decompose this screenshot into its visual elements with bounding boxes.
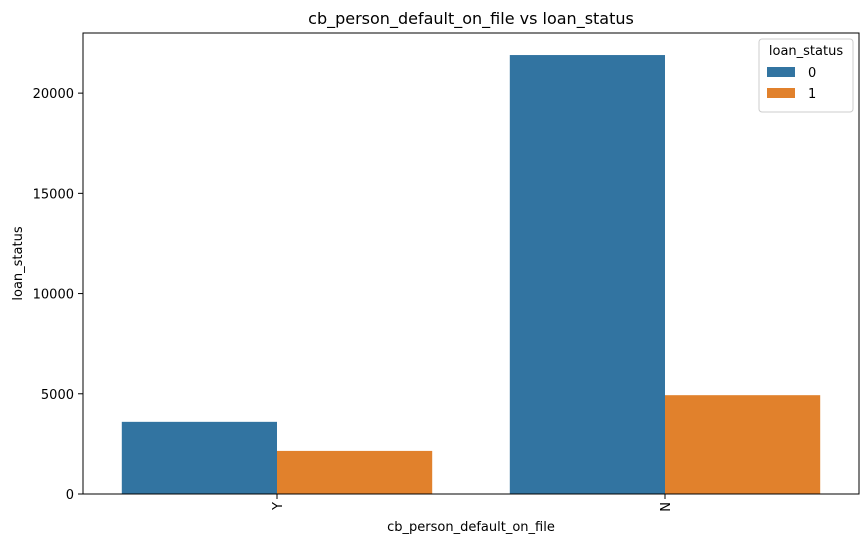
x-axis-title: cb_person_default_on_file: [387, 520, 555, 535]
bar-Y-status-0: [121, 421, 277, 494]
legend-swatch-status-0: [767, 67, 795, 77]
chart-title: cb_person_default_on_file vs loan_status: [308, 9, 634, 29]
legend-items: 01: [767, 66, 816, 102]
x-tick-label: Y: [271, 502, 286, 511]
y-axis-title: loan_status: [11, 226, 26, 300]
y-tick-label: 10000: [33, 288, 74, 303]
y-tick-label: 20000: [33, 87, 74, 102]
legend-label-status-0: 0: [808, 66, 816, 81]
x-tick-label: N: [659, 502, 674, 512]
bar-N-status-0: [509, 55, 665, 495]
bars-group: [121, 55, 821, 495]
legend: loan_status 01: [758, 38, 854, 113]
y-tick-label: 15000: [33, 187, 74, 202]
legend-title: loan_status: [769, 44, 843, 59]
legend-label-status-1: 1: [808, 87, 816, 102]
y-tick-label: 0: [66, 488, 74, 503]
bar-Y-status-1: [277, 450, 433, 494]
legend-swatch-status-1: [767, 88, 795, 98]
plot-frame: [82, 32, 860, 495]
y-axis-ticks: 0 5000 10000 15000 20000: [33, 87, 83, 503]
y-tick-label: 5000: [41, 388, 74, 403]
bar-N-status-1: [665, 395, 821, 494]
